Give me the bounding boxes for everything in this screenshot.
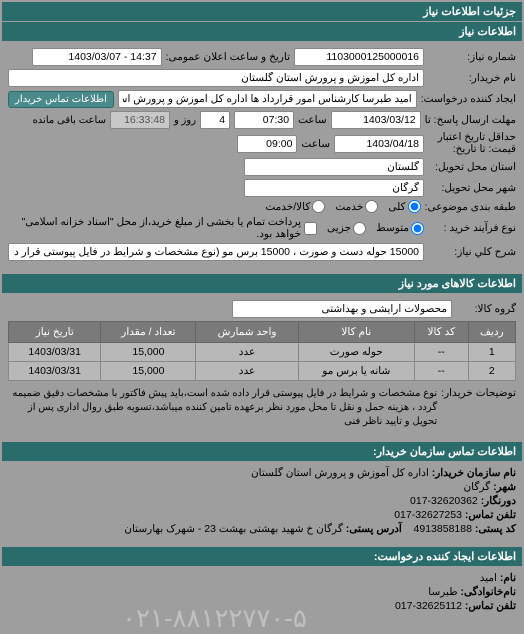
goods-group-field[interactable] [232,300,452,318]
creator-field[interactable] [118,90,417,108]
notes-text: نوع مشخصات و شرایط در فایل پیوستی قرار د… [8,387,437,429]
proc-radio-minor[interactable]: جزیی [327,222,366,235]
post-value: 4913858188 [414,523,472,535]
remain-days-label: روز و [174,115,196,126]
section4-title: اطلاعات ایجاد کننده درخواست: [2,547,522,566]
time-label-1: ساعت [298,114,327,126]
notes-label: توضیحات خریدار: [441,387,516,400]
deadline-time-field[interactable] [234,111,294,129]
treasury-checkbox[interactable]: پرداخت تمام یا بخشی از مبلغ خرید،از محل … [8,216,317,240]
req-no-field[interactable] [294,48,424,66]
clast-label: نام‌خانوادگی: [461,586,517,598]
th-code: کد کالا [414,322,468,343]
buyer-label: نام خریدار: [428,72,516,84]
remain-label: ساعت باقی مانده [33,115,106,126]
th-unit: واحد شمارش [196,322,298,343]
th-qty: تعداد / مقدار [101,322,196,343]
creator-label: ایجاد کننده درخواست: [421,93,516,105]
ccity-label: شهر: [493,481,516,493]
ctel-label: تلفن تماس: [465,600,516,612]
tel-value: 32627253-017 [394,509,462,521]
contact-button[interactable]: اطلاعات تماس خریدار [8,91,114,108]
deadline-label: مهلت ارسال پاسخ: تا [425,114,516,126]
credit-label: حداقل تاریخ اعتبار قیمت: تا تاریخ: [428,132,516,155]
remain-time-field [110,111,170,129]
time-label-2: ساعت [301,138,330,150]
panel-title: جزئیات اطلاعات نیاز [2,2,522,21]
tel-label: تلفن تماس: [465,509,516,521]
process-label: نوع فرآیند خرید : [428,222,516,234]
section2-title: اطلاعات کالاهای مورد نیاز [2,274,522,293]
req-no-label: شماره نیاز: [428,51,516,63]
goods-table: ردیف کد کالا نام کالا واحد شمارش تعداد /… [8,321,516,381]
clast-value: طبرسا [428,586,457,598]
goods-group-label: گروه کالا: [456,303,516,315]
desc-label: شرح کلي نیاز: [428,246,516,258]
cname-label: نام: [500,572,516,584]
addr-label: آدرس پستی: [346,523,402,535]
addr-value: گرگان خ شهید بهشتی بهشت 23 - شهرک بهارست… [124,523,343,535]
th-date: تاریخ نیاز [9,322,101,343]
fax-label: دورنگار: [481,495,516,507]
post-label: کد پستی: [475,523,516,535]
cname-value: امید [480,572,497,584]
section3-title: اطلاعات تماس سازمان خریدار: [2,442,522,461]
org-value: اداره کل آموزش و پرورش استان گلستان [251,467,429,479]
pack-radio-both[interactable]: کالا/خدمت [265,200,325,213]
table-row: 1 -- حوله صورت عدد 15,000 1403/03/31 [9,343,516,362]
th-row: ردیف [468,322,515,343]
pack-radio-full[interactable]: کلی [388,200,420,213]
province-label: استان محل تحویل: [428,161,516,173]
pub-date-field[interactable] [32,48,162,66]
credit-time-field[interactable] [237,135,297,153]
city-label: شهر محل تحویل: [428,182,516,194]
remain-days-field[interactable] [200,111,230,129]
ctel-value: 32625112-017 [395,600,462,612]
pack-radio-service[interactable]: خدمت [335,200,378,213]
org-label: نام سازمان خریدار: [432,467,516,479]
credit-date-field[interactable] [334,135,424,153]
fax-value: 32620362-017 [410,495,478,507]
table-row: 2 -- شانه یا برس مو عدد 15,000 1403/03/3… [9,362,516,381]
deadline-date-field[interactable] [331,111,421,129]
proc-radio-medium[interactable]: متوسط [376,222,424,235]
th-name: نام کالا [298,322,414,343]
packing-label: طبقه بندی موضوعی: [425,201,516,213]
section1-title: اطلاعات نیاز [2,22,522,41]
pub-date-label: تاریخ و ساعت اعلان عمومی: [166,51,290,63]
province-field[interactable] [244,158,424,176]
city-field[interactable] [244,179,424,197]
desc-field[interactable] [8,243,424,261]
ccity-value: گرگان [463,481,490,493]
buyer-field[interactable] [8,69,424,87]
